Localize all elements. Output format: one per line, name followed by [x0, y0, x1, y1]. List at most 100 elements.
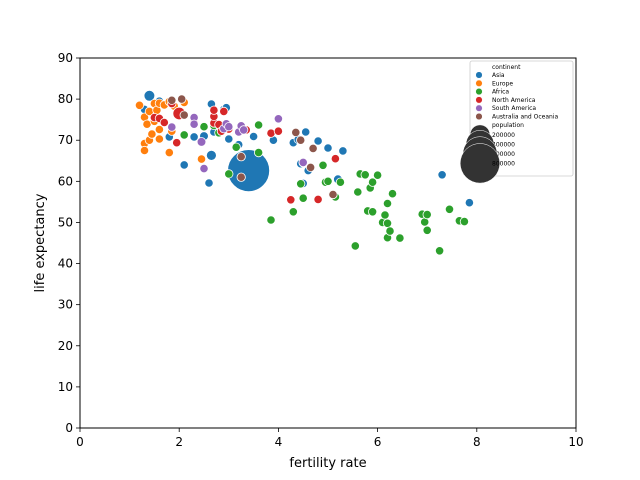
data-point-south-america — [273, 114, 283, 124]
data-point-europe — [139, 145, 150, 156]
data-point-africa — [382, 218, 393, 228]
legend-size-title: population — [492, 122, 524, 129]
data-point-north-america — [273, 126, 283, 136]
legend-entry-label: Asia — [492, 72, 505, 79]
data-point-africa — [380, 210, 390, 220]
plot-area: 0 2 4 6 8 10 0 10 20 30 40 50 60 70 80 90 fertility ra… — [33, 51, 584, 471]
data-point-north-america — [209, 105, 219, 115]
data-point-south-america — [167, 122, 177, 132]
y-tick-label: 70 — [58, 133, 73, 147]
data-point-australia-and-oceania — [236, 152, 246, 162]
data-point-europe — [134, 100, 145, 110]
data-point-asia — [338, 146, 348, 156]
data-point-africa — [434, 246, 445, 256]
legend-entry-label: South America — [492, 105, 536, 112]
data-point-africa — [288, 207, 298, 217]
data-point-north-america — [159, 117, 169, 128]
data-point-asia — [189, 132, 199, 142]
data-point-asia — [437, 170, 447, 180]
data-point-north-america — [172, 138, 182, 148]
data-point-africa — [382, 198, 393, 209]
data-point-south-america — [199, 164, 209, 174]
data-point-africa — [254, 148, 264, 158]
x-tick-label: 10 — [568, 435, 583, 449]
data-point-africa — [231, 142, 241, 152]
legend-size-marker — [459, 143, 501, 184]
data-point-asia — [143, 90, 156, 102]
data-point-south-america — [196, 137, 207, 147]
legend-marker — [475, 112, 483, 121]
data-point-north-america — [219, 106, 229, 117]
data-point-asia — [301, 127, 311, 137]
legend-size-label: 600000 — [492, 151, 515, 158]
legend-size-label: 800000 — [492, 160, 515, 167]
data-point-africa — [350, 241, 360, 251]
legend-hue-title: continent — [492, 64, 521, 71]
data-point-europe — [154, 124, 164, 135]
y-tick-label: 0 — [65, 421, 73, 435]
data-point-australia-and-oceania — [177, 94, 187, 104]
y-tick-label: 10 — [58, 380, 73, 394]
data-point-australia-and-oceania — [179, 110, 189, 120]
y-axis-ticks: 0 10 20 30 40 50 60 70 80 90 — [58, 51, 80, 435]
legend-marker — [475, 96, 483, 104]
data-point-africa — [199, 122, 209, 132]
y-tick-label: 60 — [58, 174, 73, 188]
y-tick-label: 40 — [58, 257, 73, 271]
data-point-africa — [372, 170, 383, 180]
legend-marker — [475, 88, 483, 96]
data-point-australia-and-oceania — [236, 172, 246, 182]
data-point-south-america — [298, 157, 308, 167]
data-point-africa — [459, 217, 469, 227]
data-point-africa — [266, 215, 276, 225]
legend-marker — [475, 79, 483, 87]
data-point-australia-and-oceania — [291, 127, 301, 137]
x-tick-label: 0 — [76, 435, 84, 449]
axes-frame — [79, 57, 577, 429]
data-point-asia — [249, 131, 259, 142]
legend-entry-label: Australia and Oceania — [492, 114, 559, 121]
legend-marker — [475, 71, 483, 79]
data-point-europe — [164, 148, 174, 158]
data-point-north-america — [330, 154, 340, 164]
data-point-africa — [318, 160, 328, 170]
legend-entry-label: Africa — [492, 89, 509, 96]
markers-layer — [134, 90, 474, 256]
data-point-south-america — [224, 122, 234, 132]
data-point-south-america — [189, 119, 199, 129]
data-point-africa — [444, 204, 455, 214]
data-point-africa — [360, 170, 370, 180]
y-tick-label: 30 — [58, 298, 73, 312]
data-point-asia — [224, 134, 234, 144]
x-tick-label: 8 — [473, 435, 481, 449]
data-point-africa — [298, 193, 308, 203]
data-point-south-america — [239, 125, 249, 135]
data-point-asia — [204, 178, 214, 188]
data-point-australia-and-oceania — [308, 143, 318, 153]
x-axis-ticks: 0 2 4 6 8 10 — [76, 428, 584, 449]
y-tick-label: 20 — [58, 339, 73, 353]
legend-size-label: 400000 — [492, 141, 515, 148]
data-point-africa — [179, 130, 189, 140]
data-point-africa — [296, 179, 306, 189]
x-tick-label: 4 — [275, 435, 283, 449]
y-tick-label: 90 — [58, 51, 73, 65]
data-point-asia — [227, 149, 271, 193]
data-point-africa — [422, 210, 432, 220]
data-point-australia-and-oceania — [167, 95, 177, 105]
data-point-africa — [385, 226, 395, 236]
data-point-africa — [387, 189, 398, 199]
legend-entry-label: Europe — [492, 80, 513, 87]
data-point-africa — [422, 225, 432, 235]
legend-entry-label: North America — [492, 97, 536, 104]
data-point-asia — [313, 136, 323, 146]
data-point-africa — [353, 187, 363, 197]
data-point-europe — [154, 134, 164, 144]
data-point-australia-and-oceania — [305, 162, 316, 172]
data-point-asia — [464, 198, 474, 208]
y-axis-label: life expectancy — [33, 193, 48, 292]
data-point-africa — [395, 233, 405, 243]
data-point-europe — [147, 129, 157, 139]
data-point-africa — [335, 177, 345, 187]
